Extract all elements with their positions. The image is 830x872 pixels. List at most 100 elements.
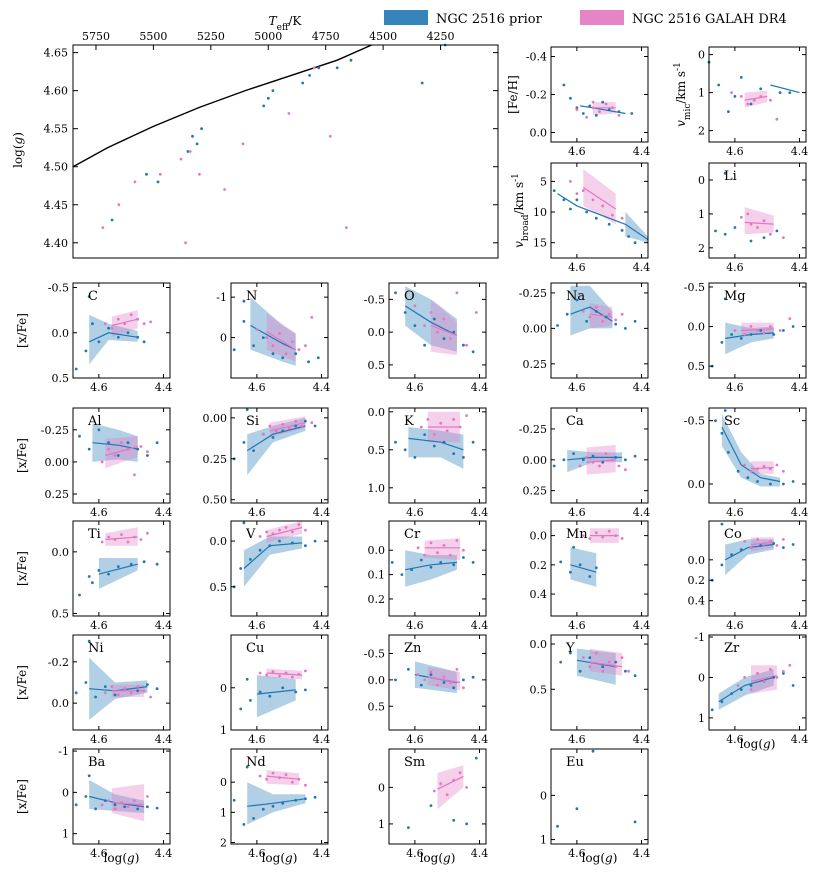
y-tick-label: -0.5 <box>364 293 385 306</box>
panel-element-label: O <box>404 289 415 304</box>
galah-star-point <box>746 102 750 106</box>
prior-star-point <box>394 291 397 295</box>
prior-star-point <box>614 456 618 459</box>
prior-star-point <box>304 544 307 548</box>
prior-trend-line <box>770 84 800 94</box>
prior-star-point <box>559 660 563 664</box>
galah-star-point <box>449 337 452 341</box>
prior-star-point <box>407 667 410 671</box>
prior-trend-line <box>98 563 138 575</box>
prior-star-point <box>614 660 618 664</box>
galah-star-point <box>749 325 753 328</box>
galah-star-point <box>598 464 601 468</box>
galah-star-point <box>756 672 759 675</box>
prior-star-point <box>762 236 766 240</box>
prior-star-point <box>419 683 423 687</box>
prior-star-point <box>242 320 246 323</box>
galah-band <box>424 538 461 560</box>
galah-star-point <box>284 352 288 356</box>
prior-band <box>243 536 303 587</box>
prior-star-point <box>245 408 249 411</box>
axes-frame <box>708 162 807 259</box>
prior-star-point <box>97 340 101 344</box>
prior-star-point <box>739 76 743 79</box>
prior-star-point <box>239 707 243 711</box>
x-axis-label: log(g) <box>582 851 618 865</box>
y-tick-label: 0.2 <box>530 559 548 572</box>
prior-star-point <box>429 565 433 569</box>
galah-star-point <box>284 773 288 776</box>
prior-star-point <box>94 695 97 699</box>
galah-star-point <box>604 452 608 455</box>
galah-star-point <box>287 112 291 115</box>
galah-star-point <box>585 456 588 459</box>
galah-star-point <box>100 540 104 544</box>
y-tick-label: -0.5 <box>48 282 69 295</box>
galah-star-point <box>310 316 314 319</box>
galah-star-point <box>620 216 624 220</box>
x-tick-label: 4.6 <box>568 619 586 632</box>
prior-trend-line <box>88 332 138 343</box>
panel-li: 0 1 2 4.6 4.4 Li <box>698 162 808 274</box>
galah-star-point <box>103 322 107 326</box>
prior-star-point <box>87 447 91 451</box>
galah-star-point <box>113 454 117 457</box>
galah-star-point <box>769 467 772 471</box>
galah-trend-line <box>111 802 145 806</box>
galah-star-point <box>442 544 446 547</box>
x-tick-label: 4.4 <box>791 145 809 158</box>
panel-sc: -0.5 0.0 4.6 4.4 Sc <box>684 407 808 519</box>
prior-star-point <box>756 480 759 483</box>
prior-star-point <box>91 581 94 585</box>
prior-star-point <box>581 112 585 115</box>
prior-star-point <box>413 456 417 459</box>
galah-star-point <box>304 783 307 787</box>
galah-star-point <box>594 531 598 535</box>
x-tick-label: 4.6 <box>406 847 424 860</box>
galah-star-point <box>733 329 737 332</box>
y-tick-label: 0.00 <box>523 322 548 335</box>
y-tick-label: 0.5 <box>210 581 228 594</box>
y-tick-label: -1 <box>694 631 705 644</box>
x-axis-label: Teff/K <box>269 14 303 33</box>
galah-star-point <box>423 678 426 682</box>
prior-star-point <box>633 319 637 323</box>
prior-star-point <box>782 482 785 486</box>
galah-star-point <box>116 317 120 321</box>
x-tick-label: 4.6 <box>90 619 108 632</box>
prior-star-point <box>258 548 262 552</box>
prior-star-point <box>313 424 317 428</box>
galah-star-point <box>620 537 624 540</box>
galah-band <box>111 784 145 822</box>
y-tick-label: 0.5 <box>52 372 70 385</box>
galah-star-point <box>743 463 746 467</box>
axes-frame <box>550 748 649 845</box>
prior-star-point <box>452 330 456 334</box>
galah-star-point <box>775 117 779 121</box>
prior-star-point <box>474 756 478 760</box>
prior-star-point <box>136 335 140 339</box>
galah-star-point <box>419 425 423 429</box>
y-tick-label: 1 <box>698 208 705 221</box>
prior-star-point <box>723 409 727 412</box>
galah-star-point <box>782 469 785 473</box>
panel-na: -0.25 0.00 0.25 4.6 4.4 Na <box>519 282 650 394</box>
panel-element-label: Zr <box>724 641 740 656</box>
prior-star-point <box>791 543 795 546</box>
galah-star-point <box>607 529 611 533</box>
panel-co: 0.0 0.2 0.4 4.6 4.4 Co <box>688 520 808 632</box>
prior-star-point <box>594 114 598 117</box>
legend-label-galah: NGC 2516 GALAH DR4 <box>632 12 787 27</box>
prior-star-point <box>727 450 730 454</box>
prior-band <box>405 286 457 352</box>
prior-star-point <box>423 343 426 347</box>
prior-star-point <box>575 807 579 811</box>
x-tick-label: 5500 <box>139 30 167 43</box>
legend-swatch-prior <box>384 10 428 25</box>
prior-star-point <box>116 565 120 568</box>
x-tick-label: 4.4 <box>313 506 331 519</box>
y-tick-label: 4.65 <box>44 47 69 60</box>
galah-star-point <box>241 142 245 146</box>
y-tick-label: 10 <box>533 206 547 219</box>
y-axis-label: [x/Fe] <box>15 779 29 814</box>
